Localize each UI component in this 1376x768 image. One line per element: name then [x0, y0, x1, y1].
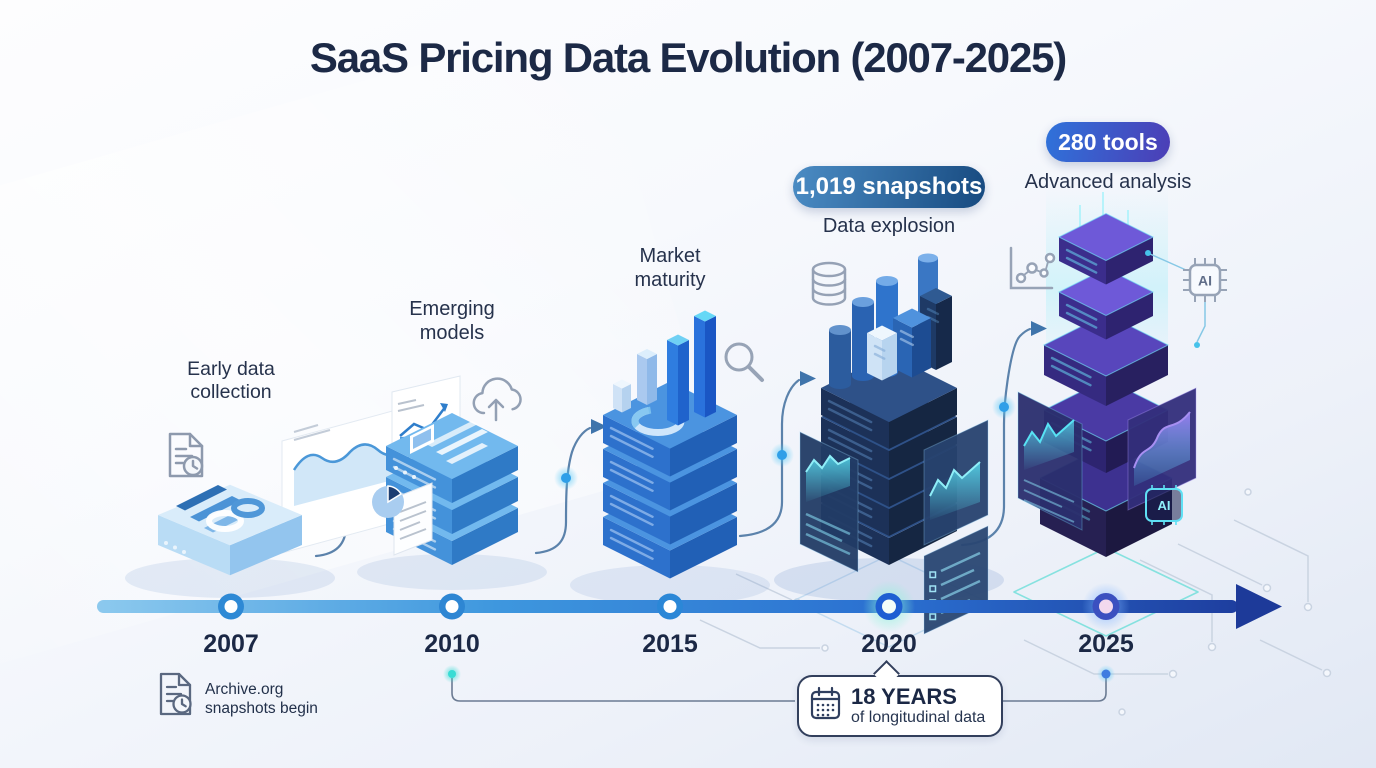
ai-chip-badge: AI	[1145, 485, 1183, 525]
timeline-node-2015	[657, 593, 683, 620]
illustration-2015-market-maturity	[570, 310, 770, 605]
milestone-label-2007: Early data collection	[187, 358, 275, 403]
side-panel-2025-left	[1017, 391, 1083, 531]
page-title: SaaS Pricing Data Evolution (2007-2025)	[309, 34, 1067, 81]
timeline-node-2007	[218, 593, 244, 620]
callout-headline: 18 YEARS	[851, 684, 957, 709]
chip-link-dot	[1145, 250, 1151, 256]
year-label-2025: 2025	[1078, 630, 1134, 658]
milestone-label-2015: Market maturity	[634, 245, 706, 291]
timeline-node-2010	[439, 593, 465, 620]
platform-outline-2025	[1013, 547, 1199, 637]
badge-1019-snapshots: 1,019 snapshots	[793, 166, 985, 208]
chip-link-dot2	[1194, 342, 1200, 348]
ai-chip-icon: AI	[1183, 258, 1227, 302]
year-label-2010: 2010	[424, 630, 480, 658]
badge-280-tools: 280 tools	[1046, 122, 1170, 162]
timeline-arrowhead	[1236, 584, 1282, 629]
svg-text:AI: AI	[1158, 498, 1171, 513]
scatter-chart-icon	[1009, 246, 1056, 290]
calendar-icon	[810, 686, 841, 720]
side-panel-right-chart	[923, 419, 989, 546]
year-label-2007: 2007	[203, 630, 259, 658]
chip-link-top	[1149, 253, 1187, 271]
bracket-dot-2025	[1101, 669, 1111, 679]
milestone-label-2010: Emerging models	[409, 298, 495, 344]
magnifier-icon	[724, 342, 764, 382]
milestone-label-2025: Advanced analysis	[1024, 171, 1192, 193]
archive-note: Archive.org snapshots begin	[205, 681, 318, 717]
side-panel-2025-right	[1127, 387, 1197, 511]
milestone-label-2020: Data explosion	[822, 215, 956, 237]
archive-document-icon	[159, 672, 192, 716]
illustration-2020-data-explosion	[774, 253, 1004, 635]
cloud-upload-icon	[472, 377, 522, 422]
chip-link-bottom	[1196, 302, 1206, 343]
callout-bracket	[451, 678, 1107, 702]
bracket-dot-2010	[448, 670, 456, 678]
svg-text:AI: AI	[1198, 273, 1212, 289]
callout-caption: of longitudinal data	[851, 709, 986, 726]
timeline-node-2020	[863, 580, 915, 633]
side-panel-left	[799, 431, 859, 573]
database-icon	[811, 261, 847, 306]
document-history-icon	[168, 432, 204, 478]
year-label-2020: 2020	[861, 630, 917, 658]
year-label-2015: 2015	[642, 630, 698, 658]
timeline-node-2025	[1082, 582, 1130, 631]
illustration-2025-advanced-analysis: AI AI	[1009, 188, 1227, 557]
